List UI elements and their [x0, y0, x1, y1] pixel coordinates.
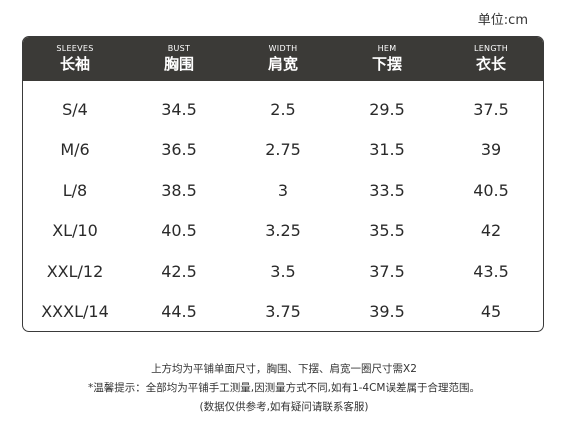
cell-width: 3	[277, 180, 289, 200]
cell-bust: 42.5	[161, 261, 197, 281]
cell-length: 43.5	[473, 261, 509, 281]
cell-hem: 37.5	[369, 261, 405, 281]
cell-width: 2.75	[265, 140, 301, 160]
header-zh: 胸围	[163, 55, 194, 73]
table-row: S/4 34.5 2.5 29.5 37.5	[23, 89, 543, 130]
header-en: HEM	[377, 44, 397, 53]
cell-bust: 36.5	[161, 140, 197, 160]
cell-length: 45	[480, 302, 502, 322]
size-chart-table: SLEEVES 长袖 BUST 胸围 WIDTH 肩宽 HEM 下摆 LENGT…	[22, 36, 544, 332]
table-body: S/4 34.5 2.5 29.5 37.5 M/6 36.5 2.75 31.…	[23, 81, 543, 332]
cell-size: XL/10	[52, 221, 98, 241]
cell-size: M/6	[60, 140, 90, 160]
cell-size: XXL/12	[46, 261, 104, 281]
notes: 上方均为平铺单面尺寸，胸围、下摆、肩宽一圈尺寸需X2 *温馨提示：全部均为平铺手…	[0, 360, 568, 417]
cell-length: 37.5	[473, 99, 509, 119]
header-sleeves: SLEEVES 长袖	[23, 37, 127, 81]
header-hem: HEM 下摆	[335, 37, 439, 81]
cell-bust: 38.5	[161, 180, 197, 200]
cell-width: 3.75	[265, 302, 301, 322]
cell-hem: 33.5	[369, 180, 405, 200]
header-zh: 肩宽	[267, 55, 298, 73]
note-measurement: 上方均为平铺单面尺寸，胸围、下摆、肩宽一圈尺寸需X2	[151, 363, 417, 375]
header-en: WIDTH	[268, 44, 298, 53]
cell-length: 40.5	[473, 180, 509, 200]
cell-bust: 34.5	[161, 99, 197, 119]
cell-hem: 39.5	[369, 302, 405, 322]
note-disclaimer: (数据仅供参考,如有疑问请联系客服)	[199, 401, 369, 413]
unit-label: 单位:cm	[477, 13, 528, 28]
cell-bust: 40.5	[161, 221, 197, 241]
cell-width: 2.5	[270, 99, 296, 119]
cell-size: L/8	[62, 180, 88, 200]
header-length: LENGTH 衣长	[439, 37, 543, 81]
cell-length: 42	[480, 221, 502, 241]
cell-length: 39	[480, 140, 502, 160]
table-row: L/8 38.5 3 33.5 40.5	[23, 170, 543, 211]
table-row: XXXL/14 44.5 3.75 39.5 45	[23, 292, 543, 332]
table-row: XL/10 40.5 3.25 35.5 42	[23, 211, 543, 252]
cell-hem: 31.5	[369, 140, 405, 160]
cell-width: 3.5	[270, 261, 296, 281]
cell-width: 3.25	[265, 221, 301, 241]
header-zh: 下摆	[371, 55, 402, 73]
header-zh: 衣长	[475, 55, 506, 73]
header-en: SLEEVES	[56, 44, 94, 53]
header-en: LENGTH	[473, 44, 509, 53]
table-row: M/6 36.5 2.75 31.5 39	[23, 130, 543, 171]
header-bust: BUST 胸围	[127, 37, 231, 81]
header-zh: 长袖	[59, 55, 90, 73]
header-en: BUST	[167, 44, 191, 53]
cell-hem: 35.5	[369, 221, 405, 241]
table-row: XXL/12 42.5 3.5 37.5 43.5	[23, 251, 543, 292]
cell-size: XXXL/14	[41, 302, 109, 322]
cell-bust: 44.5	[161, 302, 197, 322]
note-tolerance: *温馨提示：全部均为平铺手工测量,因测量方式不同,如有1-4CM误差属于合理范围…	[88, 382, 480, 394]
table-header: SLEEVES 长袖 BUST 胸围 WIDTH 肩宽 HEM 下摆 LENGT…	[23, 37, 543, 81]
header-width: WIDTH 肩宽	[231, 37, 335, 81]
cell-hem: 29.5	[369, 99, 405, 119]
cell-size: S/4	[62, 99, 88, 119]
